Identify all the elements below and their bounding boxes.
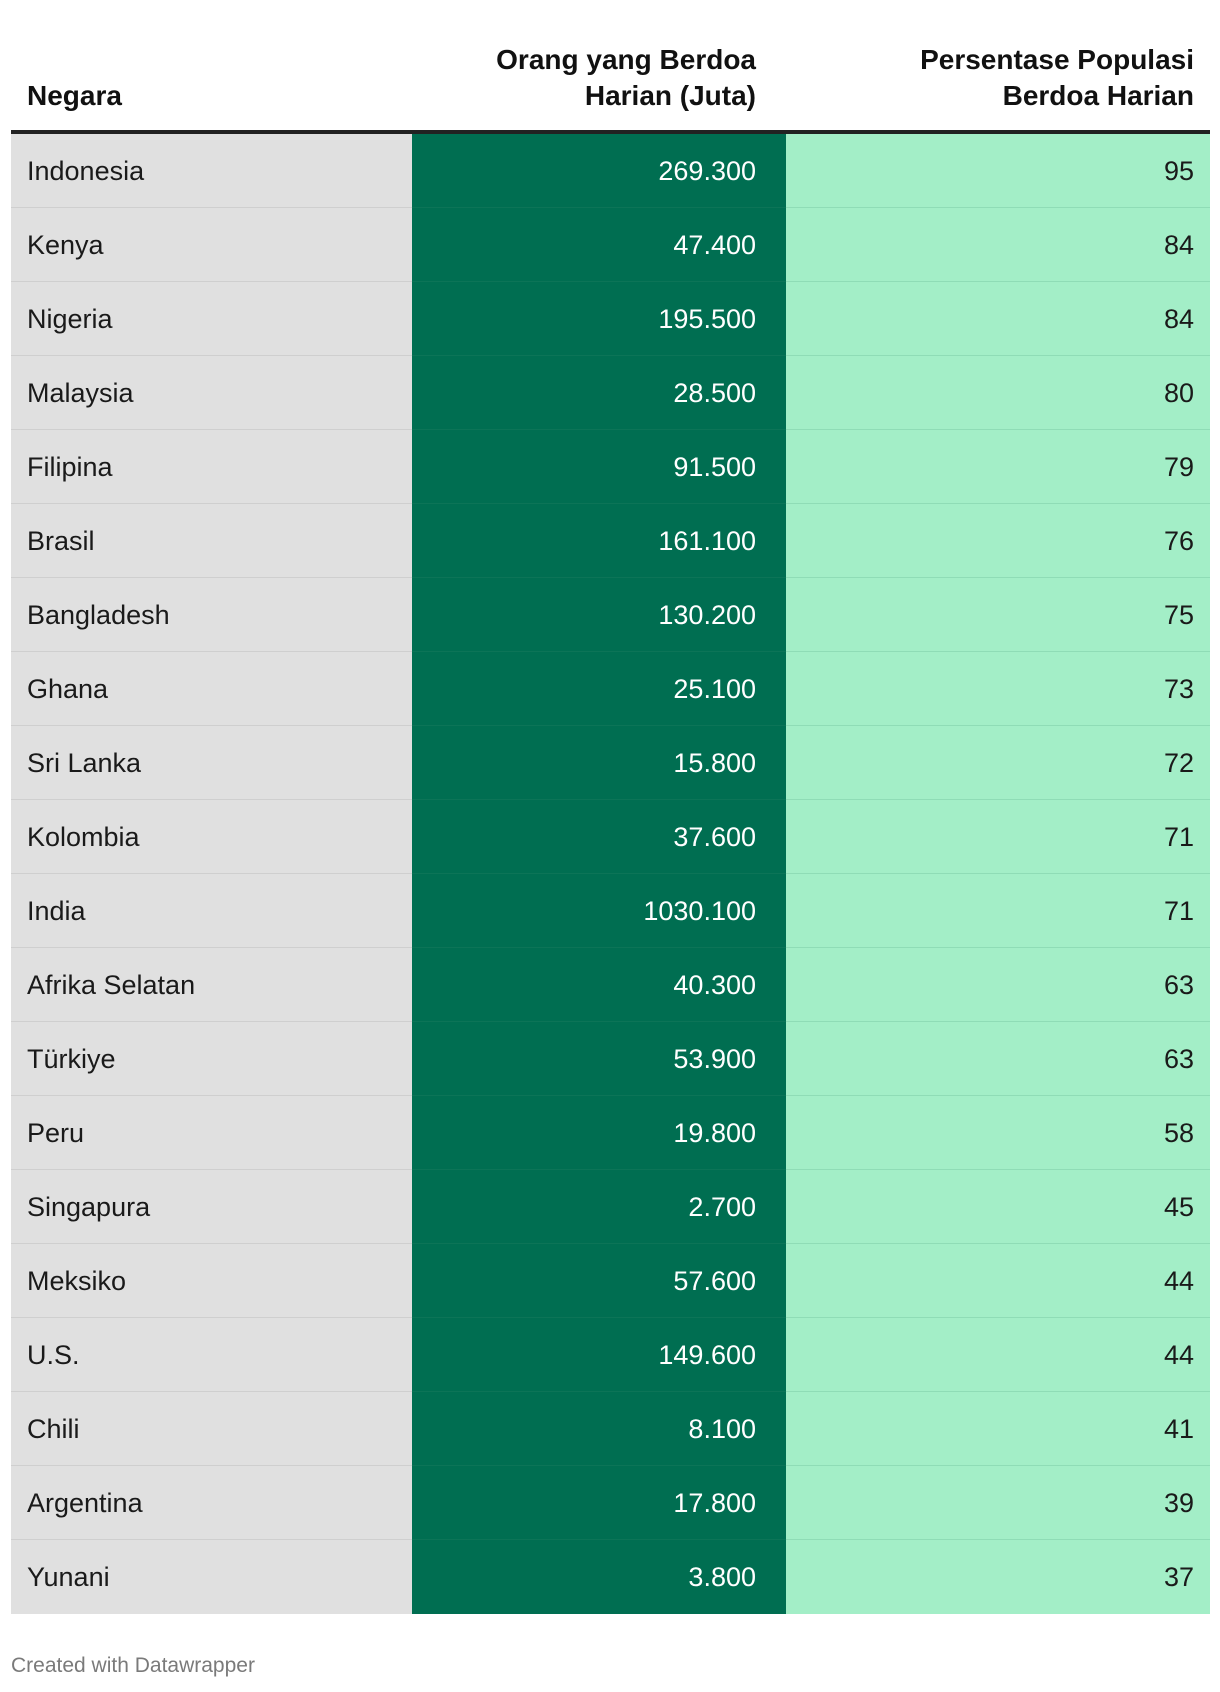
table-row: Türkiye 53.900 63 <box>11 1022 1210 1096</box>
cell-count: 8.100 <box>412 1392 786 1466</box>
cell-count: 47.400 <box>412 208 786 282</box>
cell-country: U.S. <box>11 1318 412 1392</box>
table-body: Indonesia 269.300 95 Kenya 47.400 84 Nigeria 19… <box>11 134 1210 1614</box>
cell-percentage: 44 <box>786 1318 1210 1392</box>
table-header: Negara Orang yang Berdoa Harian (Juta) P… <box>11 0 1210 134</box>
header-percentage: Persentase Populasi Berdoa Harian <box>786 42 1210 130</box>
cell-percentage: 63 <box>786 948 1210 1022</box>
header-pct-line1: Persentase Populasi <box>920 44 1194 75</box>
header-count-line1: Orang yang Berdoa <box>496 44 756 75</box>
cell-count: 53.900 <box>412 1022 786 1096</box>
cell-count: 2.700 <box>412 1170 786 1244</box>
table-row: U.S. 149.600 44 <box>11 1318 1210 1392</box>
cell-percentage: 37 <box>786 1540 1210 1614</box>
cell-count: 269.300 <box>412 134 786 208</box>
cell-percentage: 84 <box>786 208 1210 282</box>
cell-country: Kenya <box>11 208 412 282</box>
header-count: Orang yang Berdoa Harian (Juta) <box>412 42 786 130</box>
cell-percentage: 84 <box>786 282 1210 356</box>
cell-count: 28.500 <box>412 356 786 430</box>
cell-country: Sri Lanka <box>11 726 412 800</box>
table-row: Yunani 3.800 37 <box>11 1540 1210 1614</box>
cell-percentage: 44 <box>786 1244 1210 1318</box>
cell-percentage: 71 <box>786 800 1210 874</box>
cell-count: 3.800 <box>412 1540 786 1614</box>
cell-country: Brasil <box>11 504 412 578</box>
cell-country: Meksiko <box>11 1244 412 1318</box>
table-row: Brasil 161.100 76 <box>11 504 1210 578</box>
header-pct-line2: Berdoa Harian <box>1002 80 1194 111</box>
cell-country: India <box>11 874 412 948</box>
table-row: Chili 8.100 41 <box>11 1392 1210 1466</box>
cell-count: 1030.100 <box>412 874 786 948</box>
cell-count: 161.100 <box>412 504 786 578</box>
cell-count: 57.600 <box>412 1244 786 1318</box>
table-row: Kenya 47.400 84 <box>11 208 1210 282</box>
cell-percentage: 75 <box>786 578 1210 652</box>
cell-country: Filipina <box>11 430 412 504</box>
cell-country: Indonesia <box>11 134 412 208</box>
cell-percentage: 58 <box>786 1096 1210 1170</box>
cell-country: Chili <box>11 1392 412 1466</box>
table-row: Bangladesh 130.200 75 <box>11 578 1210 652</box>
table-row: Indonesia 269.300 95 <box>11 134 1210 208</box>
cell-percentage: 95 <box>786 134 1210 208</box>
table-row: Ghana 25.100 73 <box>11 652 1210 726</box>
table-row: Filipina 91.500 79 <box>11 430 1210 504</box>
cell-country: Singapura <box>11 1170 412 1244</box>
cell-count: 91.500 <box>412 430 786 504</box>
cell-count: 25.100 <box>412 652 786 726</box>
cell-percentage: 73 <box>786 652 1210 726</box>
cell-country: Peru <box>11 1096 412 1170</box>
cell-percentage: 63 <box>786 1022 1210 1096</box>
cell-percentage: 72 <box>786 726 1210 800</box>
data-table: Negara Orang yang Berdoa Harian (Juta) P… <box>11 0 1210 1614</box>
cell-country: Bangladesh <box>11 578 412 652</box>
cell-count: 40.300 <box>412 948 786 1022</box>
table-row: Kolombia 37.600 71 <box>11 800 1210 874</box>
table-row: Nigeria 195.500 84 <box>11 282 1210 356</box>
cell-percentage: 45 <box>786 1170 1210 1244</box>
cell-country: Nigeria <box>11 282 412 356</box>
cell-country: Yunani <box>11 1540 412 1614</box>
cell-percentage: 41 <box>786 1392 1210 1466</box>
cell-count: 19.800 <box>412 1096 786 1170</box>
cell-country: Afrika Selatan <box>11 948 412 1022</box>
cell-country: Ghana <box>11 652 412 726</box>
cell-percentage: 39 <box>786 1466 1210 1540</box>
cell-country: Türkiye <box>11 1022 412 1096</box>
header-count-line2: Harian (Juta) <box>584 80 756 111</box>
cell-count: 195.500 <box>412 282 786 356</box>
header-country: Negara <box>11 78 412 130</box>
cell-country: Argentina <box>11 1466 412 1540</box>
cell-country: Malaysia <box>11 356 412 430</box>
table-row: Meksiko 57.600 44 <box>11 1244 1210 1318</box>
cell-count: 37.600 <box>412 800 786 874</box>
table-row: Afrika Selatan 40.300 63 <box>11 948 1210 1022</box>
cell-percentage: 71 <box>786 874 1210 948</box>
table-row: India 1030.100 71 <box>11 874 1210 948</box>
cell-percentage: 80 <box>786 356 1210 430</box>
cell-count: 130.200 <box>412 578 786 652</box>
table-row: Malaysia 28.500 80 <box>11 356 1210 430</box>
cell-country: Kolombia <box>11 800 412 874</box>
header-country-label: Negara <box>27 80 122 111</box>
table-row: Peru 19.800 58 <box>11 1096 1210 1170</box>
table-row: Argentina 17.800 39 <box>11 1466 1210 1540</box>
cell-count: 149.600 <box>412 1318 786 1392</box>
cell-percentage: 79 <box>786 430 1210 504</box>
table-row: Sri Lanka 15.800 72 <box>11 726 1210 800</box>
cell-percentage: 76 <box>786 504 1210 578</box>
cell-count: 15.800 <box>412 726 786 800</box>
cell-count: 17.800 <box>412 1466 786 1540</box>
footer-credit: Created with Datawrapper <box>11 1654 255 1677</box>
table-row: Singapura 2.700 45 <box>11 1170 1210 1244</box>
